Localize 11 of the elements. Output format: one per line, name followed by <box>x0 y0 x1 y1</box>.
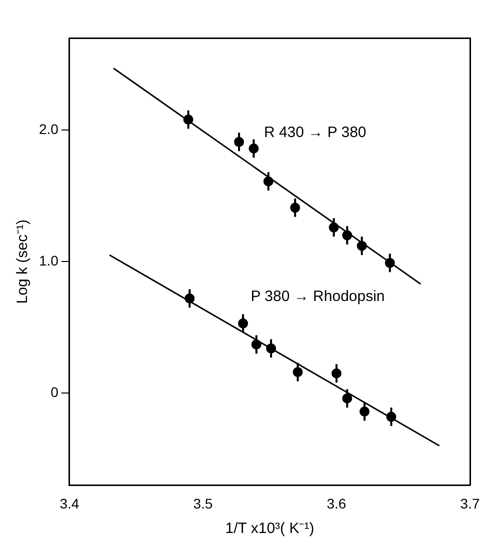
x-tick-label: 3.6 <box>326 495 346 512</box>
y-tick-label: 2.0 <box>38 120 59 137</box>
x-tick-label: 3.7 <box>460 495 480 512</box>
series-label: P 380 → Rhodopsin <box>250 288 385 306</box>
y-tick-label: 0 <box>50 384 59 400</box>
x-tick-label: 3.4 <box>60 495 80 512</box>
series-label: R 430 → P 380 <box>264 124 366 141</box>
x-tick-label: 3.5 <box>193 495 213 512</box>
y-axis-title: Log k (sec⁻¹) <box>14 220 32 304</box>
y-tick-label: 1.0 <box>38 252 59 268</box>
x-axis-title: 1/T x10³( K⁻¹) <box>225 520 314 538</box>
